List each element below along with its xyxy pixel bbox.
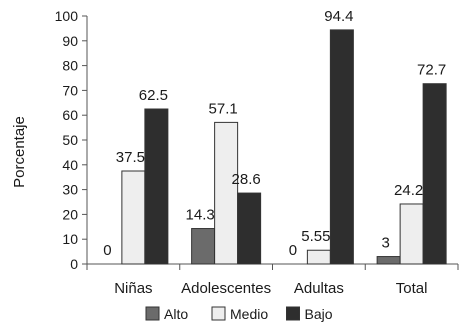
plot-area: 0102030405060708090100037.562.5Niñas14.3… <box>55 8 459 297</box>
bar-medio-3 <box>399 203 424 265</box>
legend: Alto Medio Bajo <box>145 306 333 322</box>
bar-bajo-1 <box>237 192 262 265</box>
y-tick-label: 90 <box>62 33 78 49</box>
bar-alto-3 <box>376 256 401 265</box>
data-label-medio-2: 5.55 <box>301 228 330 245</box>
data-label-bajo-3: 72.7 <box>417 62 446 79</box>
y-tick-label: 30 <box>62 182 78 198</box>
legend-label-medio: Medio <box>230 306 268 322</box>
bar-bajo-0 <box>144 108 169 265</box>
category-label: Total <box>396 280 428 297</box>
data-label-alto-3: 3 <box>381 235 389 252</box>
bar-medio-2 <box>306 249 331 265</box>
data-label-medio-0: 37.5 <box>116 149 145 166</box>
legend-swatch-alto <box>145 306 160 321</box>
y-tick-label: 0 <box>70 256 78 272</box>
data-label-medio-1: 57.1 <box>209 100 238 117</box>
bar-bajo-2 <box>329 29 354 265</box>
category-label: Adolescentes <box>181 280 271 297</box>
category-label: Adultas <box>294 280 344 297</box>
legend-swatch-medio <box>211 306 226 321</box>
category-label: Niñas <box>114 280 152 297</box>
y-tick-label: 20 <box>62 206 78 222</box>
y-tick-label: 50 <box>62 132 78 148</box>
bar-alto-1 <box>191 228 216 265</box>
bar-medio-1 <box>214 121 239 265</box>
legend-label-alto: Alto <box>164 306 188 322</box>
data-label-bajo-1: 28.6 <box>232 171 261 188</box>
legend-label-bajo: Bajo <box>305 306 333 322</box>
data-label-alto-1: 14.3 <box>186 207 215 224</box>
data-label-bajo-0: 62.5 <box>139 87 168 104</box>
y-tick-label: 10 <box>62 231 78 247</box>
data-label-alto-2: 0 <box>289 242 297 259</box>
data-label-bajo-2: 94.4 <box>324 8 353 25</box>
y-tick-label: 80 <box>62 58 78 74</box>
y-axis-title: Porcentaje <box>11 116 28 188</box>
y-tick-label: 70 <box>62 82 78 98</box>
bar-medio-0 <box>121 170 146 265</box>
legend-swatch-bajo <box>286 306 300 321</box>
y-tick-label: 100 <box>55 8 79 24</box>
data-label-alto-0: 0 <box>103 242 111 259</box>
y-tick-label: 40 <box>62 157 78 173</box>
data-label-medio-3: 24.2 <box>394 182 423 199</box>
bar-bajo-3 <box>422 83 447 265</box>
y-tick-label: 60 <box>62 107 78 123</box>
